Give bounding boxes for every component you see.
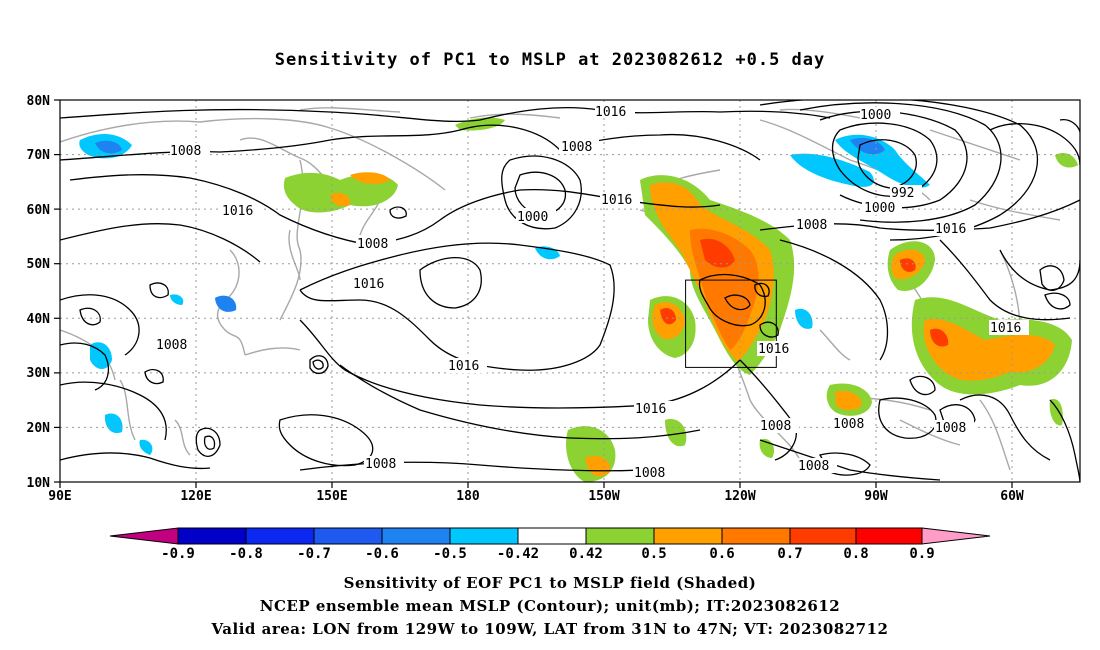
caption-contour: NCEP ensemble mean MSLP (Contour); unit(… <box>259 597 841 615</box>
isobar-label: 1016 <box>595 105 626 120</box>
isobar-label: 1008 <box>357 237 388 252</box>
isobar-label: 1016 <box>448 359 479 374</box>
colorbar-swatch <box>653 527 723 545</box>
isobar-label: 1008 <box>798 459 829 474</box>
colorbar-swatch <box>381 527 451 545</box>
negative-anomaly <box>104 413 123 434</box>
sensitivity-shading <box>79 117 1078 482</box>
chart-title: Sensitivity of PC1 to MSLP at 2023082612… <box>274 50 826 70</box>
isobar-label: 1008 <box>833 417 864 432</box>
isobar-label: 1008 <box>156 338 187 353</box>
colorbar-label: -0.9 <box>161 546 195 562</box>
colorbar-label: -0.8 <box>229 546 263 562</box>
colorbar-swatch <box>313 527 383 545</box>
caption-shading: Sensitivity of EOF PC1 to MSLP field (Sh… <box>343 574 757 592</box>
lon-label: 150E <box>316 489 347 504</box>
positive-anomaly <box>330 193 351 207</box>
colorbar <box>109 527 991 545</box>
isobar-label: 1008 <box>170 144 201 159</box>
colorbar-swatch <box>245 527 315 545</box>
colorbar-swatch <box>517 527 587 545</box>
isobar-label: 1008 <box>634 466 665 481</box>
colorbar-label: 0.8 <box>843 546 868 562</box>
isobars <box>60 100 1080 482</box>
negative-anomaly <box>215 295 237 312</box>
isobar-label: 1008 <box>561 140 592 155</box>
map-frame <box>59 99 1081 483</box>
colorbar-label: 0.42 <box>569 546 603 562</box>
negative-anomaly <box>795 308 813 329</box>
positive-anomaly <box>660 308 676 325</box>
positive-anomaly <box>923 319 1055 381</box>
caption-valid-area: Valid area: LON from 129W to 109W, LAT f… <box>211 620 889 638</box>
isobar-label: 1008 <box>760 419 791 434</box>
isobar-label: 1016 <box>935 222 966 237</box>
lon-label: 90E <box>48 489 71 504</box>
colorbar-swatch <box>855 527 923 545</box>
positive-anomaly <box>835 390 862 411</box>
coastlines <box>60 107 1061 471</box>
lon-label: 120E <box>180 489 211 504</box>
negative-anomaly <box>790 153 874 187</box>
isobar-label: 1016 <box>990 321 1021 336</box>
colorbar-label: 0.9 <box>909 546 934 562</box>
colorbar-swatch <box>789 527 857 545</box>
isobar-label: 1008 <box>796 218 827 233</box>
negative-anomaly <box>95 140 122 154</box>
colorbar-swatch <box>585 527 655 545</box>
isobar-label: 1000 <box>864 201 895 216</box>
colorbar-label: 0.6 <box>709 546 734 562</box>
colorbar-label: 0.5 <box>641 546 666 562</box>
colorbar-label: 0.7 <box>777 546 802 562</box>
lon-label: 120W <box>724 489 755 504</box>
lon-label: 60W <box>1000 489 1024 504</box>
positive-anomaly <box>1055 153 1078 168</box>
isobar-label: 1000 <box>860 108 891 123</box>
lat-label: 40N <box>27 312 51 327</box>
colorbar-label: -0.6 <box>365 546 399 562</box>
valid-area-box <box>685 279 777 368</box>
lon-label: 180 <box>456 489 480 504</box>
colorbar-swatch <box>721 527 791 545</box>
axis-ticks <box>54 99 1013 488</box>
positive-anomaly <box>350 172 390 185</box>
lat-label: 10N <box>27 476 51 491</box>
positive-anomaly <box>900 258 916 272</box>
negative-anomaly <box>170 294 184 305</box>
colorbar-swatch <box>449 527 519 545</box>
lat-label: 80N <box>27 94 51 109</box>
colorbar-label: -0.42 <box>497 546 539 562</box>
lon-label: 90W <box>864 489 888 504</box>
colorbar-label: -0.7 <box>297 546 331 562</box>
isobar-label: 1016 <box>353 277 384 292</box>
colorbar-swatch <box>921 527 991 545</box>
positive-anomaly <box>665 419 687 447</box>
isobar-label: 1008 <box>365 457 396 472</box>
lat-label: 50N <box>27 257 51 272</box>
isobar-label: 1000 <box>517 210 548 225</box>
positive-anomaly <box>1049 399 1063 426</box>
graticule <box>60 100 1080 482</box>
positive-anomaly <box>930 328 949 347</box>
lat-label: 30N <box>27 366 51 381</box>
isobar-label: 1008 <box>935 421 966 436</box>
isobar-label: 1016 <box>601 193 632 208</box>
colorbar-label: -0.5 <box>433 546 467 562</box>
negative-anomaly <box>90 342 112 369</box>
isobar-label: 1016 <box>635 402 666 417</box>
lat-label: 70N <box>27 148 51 163</box>
lon-label: 150W <box>588 489 619 504</box>
colorbar-swatch <box>177 527 247 545</box>
positive-anomaly <box>700 238 735 268</box>
positive-anomaly <box>565 426 616 482</box>
isobar-label: 1016 <box>758 342 789 357</box>
negative-anomaly <box>139 439 153 455</box>
lat-label: 20N <box>27 421 51 436</box>
isobar-label: 1016 <box>222 204 253 219</box>
isobar-label: 992 <box>891 186 914 201</box>
colorbar-swatch <box>109 527 179 545</box>
lat-label: 60N <box>27 203 51 218</box>
